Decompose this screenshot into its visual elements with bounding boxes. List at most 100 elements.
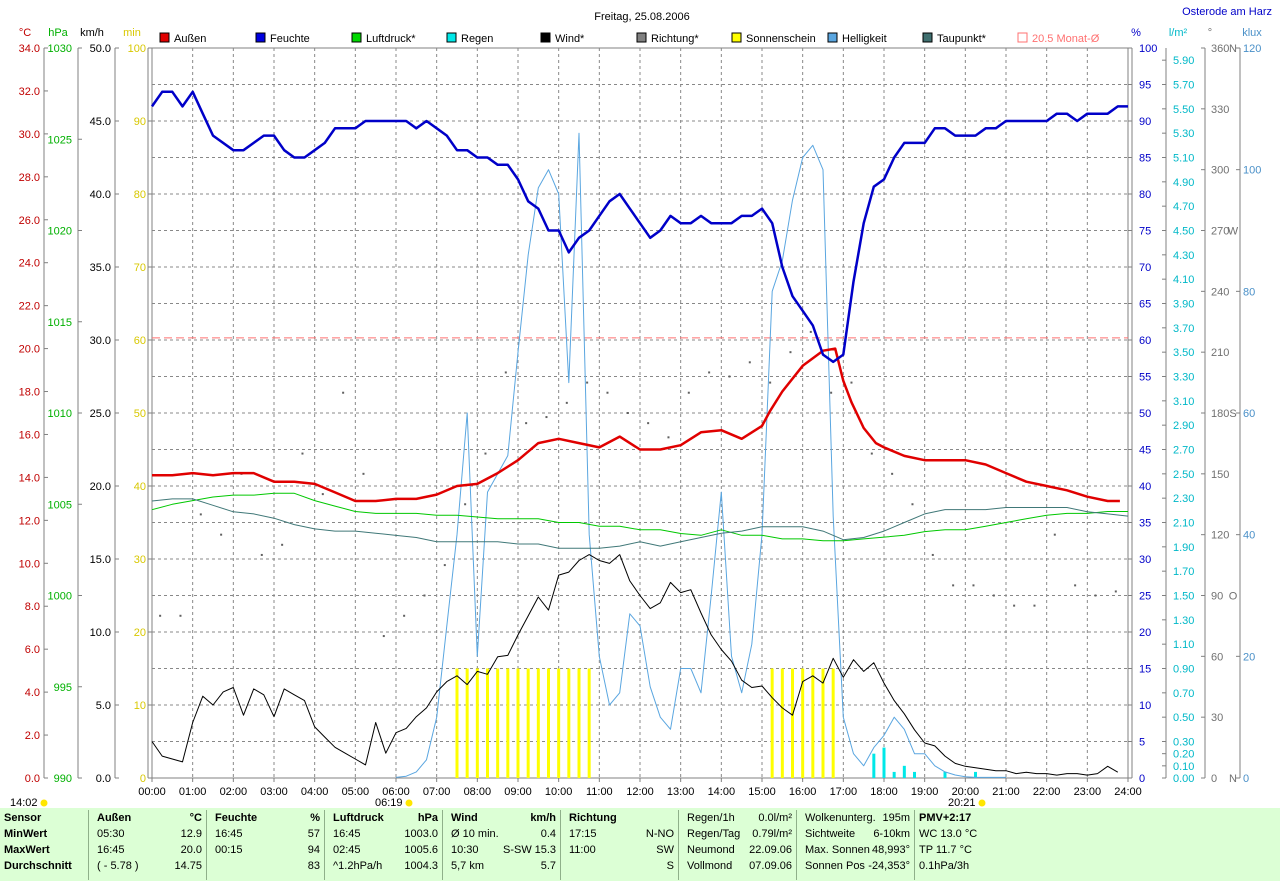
legend-label: Luftdruck* [366,33,416,45]
time-sunset: 20:21 [948,797,976,808]
axis-tick-label-sunshine: 100 [128,43,146,55]
axis-tick-label-light: 60 [1243,408,1255,420]
legend-swatch [1017,32,1028,43]
axis-tick-label-wind: 10.0 [90,627,111,639]
legend-label: Taupunkt* [937,33,987,45]
axis-tick-label-direction: 270 [1211,226,1229,238]
x-axis-tick-label: 14:00 [708,786,736,798]
axis-tick-label-humidity: 95 [1139,80,1151,92]
stats-time: 16:45 [215,828,243,840]
axis-tick-label-direction: 30 [1211,712,1223,724]
stats-value: 12.9 [180,828,202,840]
axis-tick-label-wind: 40.0 [90,189,111,201]
axis-tick-label-rain: 3.90 [1173,299,1194,311]
series-line-taupunkt [151,498,1129,549]
axis-tick-label-direction: 210 [1211,347,1229,359]
stats-row-label: Durchschnitt [4,860,72,872]
axis-tick-label-sunshine: 90 [134,116,146,128]
direction-point [647,422,650,425]
stats-time: 5,7 km [451,860,485,872]
legend-swatch [827,32,838,43]
direction-point [992,594,995,597]
stats-time: 10:30 [451,844,479,856]
axis-tick-label-direction: 0 [1211,773,1217,785]
stats-header: Außen [97,812,132,824]
rain-bar [943,771,947,778]
direction-point [525,422,528,425]
direction-point [199,513,202,516]
axis-tick-label-light: 120 [1243,43,1261,55]
axis-tick-label-humidity: 25 [1139,591,1151,603]
sunshine-bar [496,668,500,778]
axis-tick-label-rain: 1.70 [1173,566,1194,578]
stats-extra-value: 6-10km [873,828,910,840]
stats-value: S [666,860,674,872]
direction-point [809,330,812,333]
axis-tick-label-temp: 12.0 [19,515,40,527]
direction-point [687,391,690,394]
axis-tick-label-rain: 0.00 [1173,773,1194,785]
legend-label: Feuchte [270,33,310,45]
stats-time: Ø 10 min. [451,828,499,840]
legend-swatch [255,32,266,43]
direction-point [260,553,263,556]
axis-unit-humidity: % [1131,27,1141,39]
axis-tick-label-temp: 6.0 [25,644,40,656]
x-axis-tick-label: 23:00 [1074,786,1102,798]
axis-tick-label-wind: 15.0 [90,554,111,566]
x-axis-tick-label: 20:00 [952,786,980,798]
direction-point [1013,604,1016,607]
x-axis-tick-label: 21:00 [992,786,1020,798]
stats-time: ( - 5.78 ) [97,860,139,872]
axis-tick-label-temp: 30.0 [19,129,40,141]
weather-chart: Freitag, 25.08.2006 Osterode am Harz Auß… [10,6,1272,808]
axis-tick-label-temp: 32.0 [19,86,40,98]
stats-value: 83 [307,860,320,872]
sunshine-bar [557,668,561,778]
direction-point [464,503,467,506]
axis-unit-rain: l/m² [1169,27,1188,39]
axis-tick-label-pressure: 1025 [48,134,72,146]
sunshine-bar [526,668,530,778]
legend-label: 20.5 Monat-Ø [1032,33,1100,45]
axis-tick-label-humidity: 75 [1139,226,1151,238]
rain-bar [913,771,916,778]
axis-tick-label-temp: 4.0 [25,687,40,699]
direction-point [708,371,711,374]
stats-extra-label: Max. Sonnen [805,844,870,856]
x-axis-tick-label: 02:00 [220,786,248,798]
stats-pmv: PMV+2:17 [919,812,972,824]
axis-tick-label-rain: 3.30 [1173,372,1194,384]
axis-tick-label-humidity: 60 [1139,335,1151,347]
legend-label: Sonnenschein [746,33,816,45]
axis-tick-label-direction: 330 [1211,104,1229,116]
sunshine-bar [821,668,825,778]
axis-unit-pressure: hPa [48,27,68,39]
stats-time: 00:15 [215,844,243,856]
direction-point [504,371,507,374]
stats-header: Richtung [569,812,617,824]
stats-value: N-NO [645,828,674,840]
direction-point [667,436,670,439]
axis-tick-label-rain: 2.50 [1173,469,1194,481]
stats-value: 20.0 [180,844,202,856]
axis-tick-label-wind: 45.0 [90,116,111,128]
sunshine-bar [567,668,571,778]
x-axis-tick-label: 08:00 [464,786,492,798]
direction-point [545,416,548,419]
sunshine-bar [780,668,784,778]
sunshine-bar [486,668,489,778]
time-left: 14:02 [10,797,38,808]
x-axis-tick-label: 11:00 [586,786,613,798]
stats-col-extra: Regen/1h 0.0l/m² Regen/Tag 0.79l/m² Neumon… [678,810,796,880]
legend-swatch [159,32,170,43]
stats-time: ^1.2hPa/h [333,860,383,872]
axis-tick-label-rain: 1.50 [1173,591,1194,603]
axis-cardinal-label: N [1229,773,1237,785]
direction-point [850,381,853,384]
x-axis-tick-label: 22:00 [1033,786,1061,798]
direction-point [423,594,426,597]
stats-col-extra3: PMV+2:17 WC 13.0 °C TP 11.7 °C 0.1hPa/3h [914,810,1004,880]
rain-bar [882,747,886,778]
direction-point [301,452,304,455]
